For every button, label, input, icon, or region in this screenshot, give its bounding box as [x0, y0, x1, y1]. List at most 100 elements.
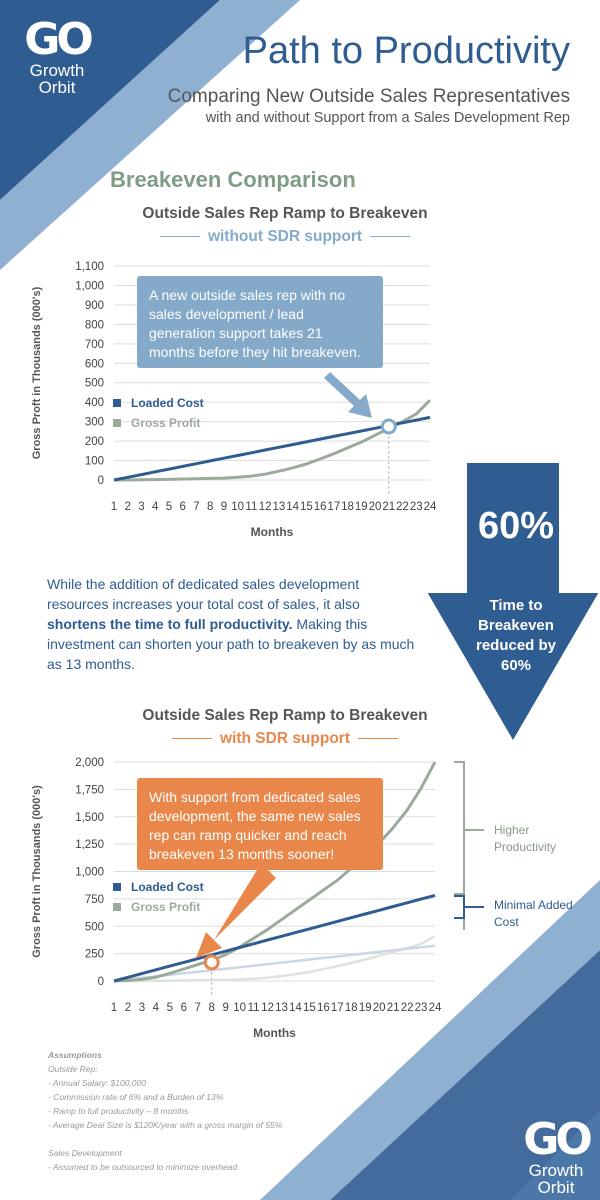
x-tick-label: 15 — [303, 1002, 316, 1014]
assumption-item: - Assumed to be outsourced to minimize o… — [48, 1162, 238, 1172]
x-tick-label: 1 — [111, 1002, 117, 1014]
y-tick-label: 2,000 — [75, 757, 104, 769]
logo-mark: GO — [24, 14, 94, 65]
x-tick-label: 16 — [317, 1002, 330, 1014]
y-axis-label: Gross Proft in Thousands (000's) — [31, 785, 43, 958]
x-tick-label: 14 — [286, 501, 299, 513]
bracket-label-higher-productivity: Higher Productivity — [494, 823, 557, 854]
x-tick-label: 1 — [111, 501, 117, 513]
series-line-baseline-3 — [114, 935, 436, 983]
x-tick-label: 11 — [245, 501, 257, 513]
x-tick-label: 18 — [341, 501, 354, 513]
legend-label: Gross Profit — [131, 900, 200, 914]
y-tick-label: 250 — [85, 949, 104, 961]
logo-word-orbit: Orbit — [38, 78, 76, 97]
logo-word-orbit: Orbit — [537, 1178, 575, 1197]
x-tick-label: 22 — [396, 501, 409, 513]
reduction-label: Time to Breakeven reduced by 60% — [475, 597, 557, 674]
legend-label: Gross Profit — [131, 416, 200, 430]
y-tick-label: 400 — [85, 397, 104, 409]
x-tick-label: 24 — [429, 1002, 442, 1014]
legend-label: Loaded Cost — [131, 396, 204, 410]
y-tick-label: 1,100 — [75, 261, 104, 273]
body-paragraph: While the addition of dedicated sales de… — [47, 574, 417, 674]
assumptions-group-sales-dev: Sales Development — [48, 1148, 122, 1158]
body-part-2: Making this investment can shorten your … — [47, 616, 415, 672]
x-tick-label: 3 — [139, 1002, 145, 1014]
x-tick-label: 11 — [248, 1002, 260, 1014]
series-line-loaded-cost — [113, 893, 436, 983]
assumptions-heading: Assumptions — [48, 1050, 102, 1060]
x-tick-label: 4 — [152, 501, 159, 513]
assumptions: Assumptions Outside Rep: - Annual Salary… — [48, 1048, 378, 1174]
y-tick-label: 100 — [85, 456, 104, 468]
bracket-higher-productivity — [454, 761, 465, 930]
body-bold: shortens the time to full productivity. — [47, 616, 293, 632]
x-axis-label: Months — [253, 1026, 296, 1040]
y-tick-label: 500 — [85, 921, 104, 933]
bracket-label-minimal-cost: Minimal Added Cost — [494, 898, 573, 929]
x-tick-label: 7 — [195, 1002, 201, 1014]
chart2-subtitle-text: with SDR support — [219, 730, 351, 747]
x-tick-label: 14 — [289, 1002, 302, 1014]
legend-swatch — [113, 903, 121, 911]
breakeven-marker — [380, 418, 397, 435]
x-tick-label: 20 — [369, 501, 382, 513]
x-tick-label: 10 — [233, 1002, 246, 1014]
x-tick-label: 8 — [208, 1002, 214, 1014]
y-tick-label: 900 — [85, 300, 104, 312]
x-tick-label: 9 — [222, 1002, 228, 1014]
logo-mark: GO — [523, 1114, 593, 1165]
x-tick-label: 5 — [166, 501, 172, 513]
x-tick-label: 20 — [373, 1002, 386, 1014]
y-axis-label: Gross Proft in Thousands (000's) — [31, 286, 43, 459]
y-tick-label: 300 — [85, 417, 104, 429]
x-tick-label: 17 — [327, 501, 340, 513]
chart1-subtitle-text: without SDR support — [207, 228, 363, 245]
chart1-callout: A new outside sales rep with no sales de… — [137, 276, 383, 368]
logo-word-growth: Growth — [29, 61, 85, 80]
x-tick-label: 23 — [415, 1002, 428, 1014]
legend-swatch — [113, 419, 121, 427]
logo-word-growth: Growth — [528, 1161, 584, 1180]
logo-bottom: GO Growth Orbit — [512, 1114, 600, 1197]
chart2-callout: With support from dedicated sales develo… — [137, 778, 383, 870]
y-tick-label: 700 — [85, 339, 104, 351]
x-tick-label: 6 — [181, 1002, 187, 1014]
x-tick-label: 19 — [359, 1002, 372, 1014]
x-tick-label: 13 — [275, 1002, 288, 1014]
series-line-gross-profit — [114, 399, 432, 482]
y-tick-label: 1,750 — [75, 784, 104, 796]
page-subtitle-1: Comparing New Outside Sales Representati… — [167, 86, 570, 107]
y-tick-label: 1,000 — [75, 280, 104, 292]
chart1-subtitle: without SDR support — [60, 228, 510, 246]
chart2-subtitle: with SDR support — [60, 730, 510, 748]
assumption-item: - Ramp to full productivity – 8 months — [48, 1106, 189, 1116]
body-part-1: While the addition of dedicated sales de… — [47, 576, 360, 612]
x-tick-label: 4 — [153, 1002, 160, 1014]
x-axis-label: Months — [251, 525, 294, 539]
x-tick-label: 7 — [193, 501, 199, 513]
y-tick-label: 1,000 — [75, 867, 104, 879]
page-subtitle-2: with and without Support from a Sales De… — [205, 110, 570, 126]
callout-arrow — [196, 862, 276, 958]
callout-arrow — [324, 372, 372, 418]
x-tick-label: 12 — [259, 501, 272, 513]
legend-swatch — [113, 883, 121, 891]
y-tick-label: 200 — [85, 436, 104, 448]
chart1-title: Outside Sales Rep Ramp to Breakeven — [142, 205, 428, 222]
x-tick-label: 3 — [138, 501, 144, 513]
page-title: Path to Productivity — [242, 30, 570, 72]
breakeven-marker — [203, 954, 220, 971]
assumption-item: - Annual Salary: $100,000 — [48, 1078, 146, 1088]
legend-label: Loaded Cost — [131, 880, 204, 894]
x-tick-label: 13 — [272, 501, 285, 513]
x-tick-label: 2 — [125, 1002, 131, 1014]
y-tick-label: 800 — [85, 319, 104, 331]
series-line-loaded-cost — [113, 415, 431, 482]
x-tick-label: 22 — [401, 1002, 414, 1014]
x-tick-label: 23 — [410, 501, 423, 513]
x-tick-label: 2 — [125, 501, 131, 513]
x-tick-label: 24 — [424, 501, 437, 513]
